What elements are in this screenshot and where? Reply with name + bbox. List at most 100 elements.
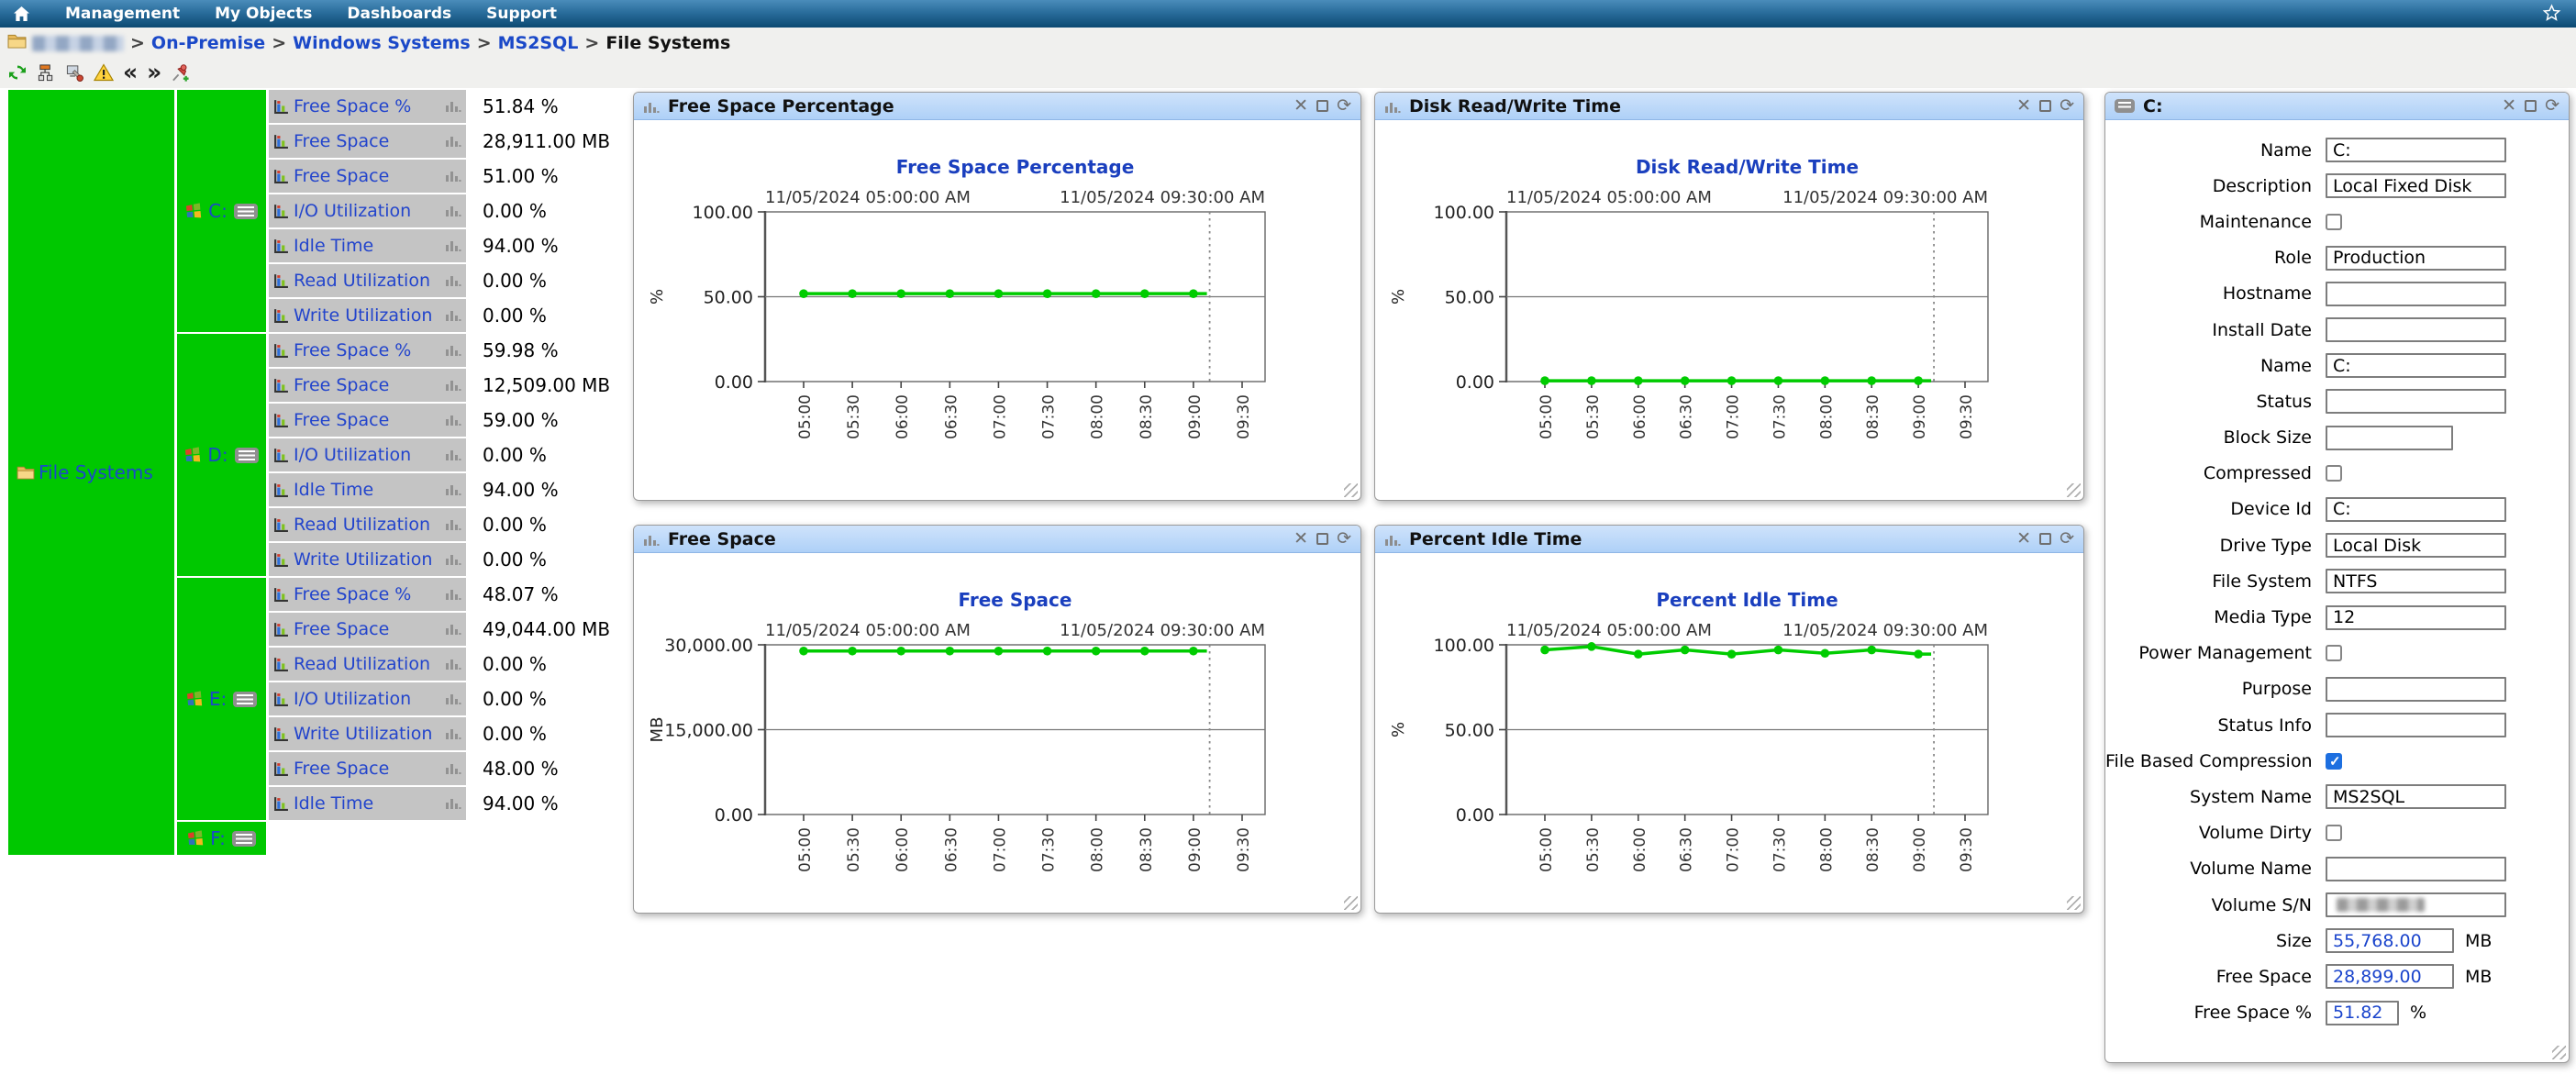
chart-panel-header[interactable]: Percent Idle Time✕⟳ (1375, 526, 2083, 553)
metric-link[interactable]: Free Space (294, 410, 445, 430)
resize-grip[interactable] (2552, 1046, 2566, 1059)
metric-link[interactable]: Write Utilization (294, 305, 445, 326)
resize-grip[interactable] (1344, 483, 1358, 497)
metric-link[interactable]: Read Utilization (294, 271, 445, 291)
close-icon[interactable]: ✕ (2016, 530, 2031, 548)
collapse-all-icon[interactable]: « (123, 63, 138, 82)
maximize-icon[interactable] (1316, 100, 1328, 112)
tree-node-drive-D[interactable]: D: (177, 334, 266, 576)
field-file-based-compression-checkbox[interactable] (2326, 753, 2342, 770)
refresh-panel-icon[interactable]: ⟳ (2545, 97, 2559, 115)
metric-link[interactable]: Idle Time (294, 236, 445, 256)
breadcrumb-root-redacted[interactable] (32, 36, 124, 51)
metric-link[interactable]: Free Space % (294, 340, 445, 360)
breadcrumb-link-on-premise[interactable]: On-Premise (151, 33, 265, 53)
tree-node-drive-F[interactable]: F: (177, 822, 266, 855)
drive-label[interactable]: C: (208, 200, 228, 222)
maximize-icon[interactable] (2039, 533, 2051, 545)
favorites-star-icon[interactable] (2542, 4, 2561, 27)
drive-label[interactable]: E: (209, 688, 227, 710)
panel-menu-icon[interactable] (2115, 99, 2135, 113)
field-block-size-input[interactable] (2326, 426, 2453, 450)
metric-link[interactable]: Write Utilization (294, 549, 445, 570)
refresh-icon[interactable] (7, 62, 28, 83)
home-icon[interactable] (13, 6, 30, 22)
drive-label[interactable]: F: (210, 827, 226, 849)
refresh-panel-icon[interactable]: ⟳ (1337, 97, 1351, 115)
metric-link[interactable]: Free Space % (294, 584, 445, 604)
field-system-name-input[interactable] (2326, 784, 2506, 809)
field-hostname-input[interactable] (2326, 282, 2506, 306)
field-volume-s-n-input[interactable] (2326, 892, 2506, 917)
field-media-type-input[interactable] (2326, 605, 2506, 630)
field-file-system-input[interactable] (2326, 569, 2506, 593)
refresh-panel-icon[interactable]: ⟳ (2060, 530, 2074, 548)
close-icon[interactable]: ✕ (2502, 97, 2516, 115)
field-volume-name-input[interactable] (2326, 857, 2506, 881)
device-config-icon[interactable] (65, 63, 84, 83)
close-icon[interactable]: ✕ (2016, 97, 2031, 115)
metric-link[interactable]: I/O Utilization (294, 445, 445, 465)
drive-menu-icon[interactable] (235, 448, 259, 463)
close-icon[interactable]: ✕ (1294, 530, 1308, 548)
maximize-icon[interactable] (1316, 533, 1328, 545)
resize-grip[interactable] (2067, 483, 2081, 497)
refresh-panel-icon[interactable]: ⟳ (1337, 530, 1351, 548)
field-status-info-input[interactable] (2326, 713, 2506, 737)
nav-item-management[interactable]: Management (65, 5, 180, 23)
field-free-space-input[interactable] (2326, 964, 2454, 989)
nav-item-support[interactable]: Support (486, 5, 557, 23)
metric-link[interactable]: Idle Time (294, 480, 445, 500)
field-description-input[interactable] (2326, 173, 2506, 198)
metric-link[interactable]: I/O Utilization (294, 201, 445, 221)
hierarchy-icon[interactable] (37, 63, 56, 83)
drive-menu-icon[interactable] (232, 831, 256, 847)
field-install-date-input[interactable] (2326, 317, 2506, 342)
refresh-panel-icon[interactable]: ⟳ (2060, 97, 2074, 115)
field-name-input[interactable] (2326, 353, 2506, 378)
tree-root-label[interactable]: File Systems (39, 461, 153, 483)
nav-item-dashboards[interactable]: Dashboards (347, 5, 451, 23)
tree-node-file-systems[interactable]: File Systems (8, 90, 174, 855)
resize-grip[interactable] (2067, 896, 2081, 910)
metric-link[interactable]: Free Space % (294, 96, 445, 116)
field-power-management-checkbox[interactable] (2326, 645, 2342, 661)
nav-item-my-objects[interactable]: My Objects (215, 5, 312, 23)
metric-link[interactable]: I/O Utilization (294, 689, 445, 709)
metric-link[interactable]: Free Space (294, 131, 445, 151)
field-maintenance-checkbox[interactable] (2326, 214, 2342, 230)
metric-link[interactable]: Idle Time (294, 793, 445, 814)
metric-link[interactable]: Free Space (294, 619, 445, 639)
field-volume-dirty-checkbox[interactable] (2326, 825, 2342, 841)
breadcrumb-link-windows-systems[interactable]: Windows Systems (293, 33, 471, 53)
field-device-id-input[interactable] (2326, 497, 2506, 522)
field-drive-type-input[interactable] (2326, 533, 2506, 558)
maximize-icon[interactable] (2039, 100, 2051, 112)
field-name-input[interactable] (2326, 138, 2506, 162)
field-compressed-checkbox[interactable] (2326, 465, 2342, 482)
close-icon[interactable]: ✕ (1294, 97, 1308, 115)
chart-panel-header[interactable]: Free Space✕⟳ (634, 526, 1360, 553)
maximize-icon[interactable] (2525, 100, 2537, 112)
metric-link[interactable]: Write Utilization (294, 724, 445, 744)
warning-icon[interactable] (94, 63, 114, 82)
expand-all-icon[interactable]: » (147, 63, 161, 82)
drive-menu-icon[interactable] (233, 692, 257, 707)
tree-node-drive-E[interactable]: E: (177, 578, 266, 820)
field-free-space--input[interactable] (2326, 1001, 2399, 1025)
drive-label[interactable]: D: (207, 444, 228, 466)
field-size-input[interactable] (2326, 928, 2454, 953)
resize-grip[interactable] (1344, 896, 1358, 910)
field-status-input[interactable] (2326, 389, 2506, 414)
metric-link[interactable]: Read Utilization (294, 654, 445, 674)
inspector-panel-header[interactable]: C: ✕ ⟳ (2105, 93, 2569, 120)
chart-panel-header[interactable]: Disk Read/Write Time✕⟳ (1375, 93, 2083, 120)
tree-node-drive-C[interactable]: C: (177, 90, 266, 332)
field-role-input[interactable] (2326, 246, 2506, 271)
chart-panel-header[interactable]: Free Space Percentage✕⟳ (634, 93, 1360, 120)
metric-link[interactable]: Free Space (294, 375, 445, 395)
metric-link[interactable]: Read Utilization (294, 515, 445, 535)
breadcrumb-link-ms2sql[interactable]: MS2SQL (498, 33, 579, 53)
drive-menu-icon[interactable] (234, 204, 258, 219)
field-purpose-input[interactable] (2326, 677, 2506, 702)
